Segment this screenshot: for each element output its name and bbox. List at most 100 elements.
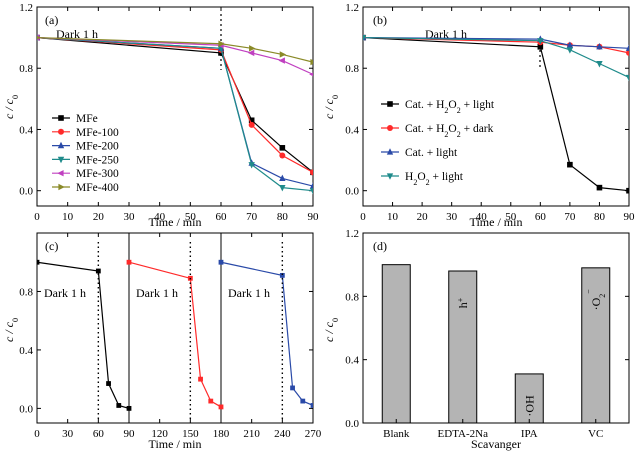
x-tick-label: 120 xyxy=(151,428,168,440)
data-point xyxy=(300,398,306,404)
plot-frame xyxy=(36,6,314,207)
panel-label: (d) xyxy=(373,239,387,253)
chart-panel-c: (c) 0 30 60 90 120 150 180 210 240 270 0.0 0.4 0.8 D… xyxy=(2,232,322,451)
x-tick-label: 50 xyxy=(185,211,197,223)
series-line xyxy=(37,37,313,75)
data-point xyxy=(310,403,313,408)
x-tick-label: 80 xyxy=(277,211,289,223)
data-point xyxy=(126,405,132,411)
data-point xyxy=(309,188,313,195)
legend-label: MFe-100 xyxy=(76,127,119,139)
data-point xyxy=(625,44,629,51)
data-point xyxy=(626,187,629,194)
data-point xyxy=(198,376,203,382)
y-axis-label: c / c0 xyxy=(2,95,20,119)
annotation-dark: Dark 1 h xyxy=(425,27,467,41)
annotation-dark: Dark 1 h xyxy=(44,286,86,300)
y-tick-label: 0.0 xyxy=(19,186,33,198)
data-point xyxy=(37,35,41,40)
x-tick-label: 0 xyxy=(360,211,366,223)
panel-label: (a) xyxy=(45,13,58,27)
data-point xyxy=(309,72,313,77)
y-tick-label: 0.0 xyxy=(19,403,33,415)
series-line xyxy=(220,261,313,407)
y-tick-label: 0.8 xyxy=(345,291,359,303)
x-tick-label: 70 xyxy=(564,211,576,223)
y-axis-label: c / c0 xyxy=(322,95,340,119)
x-axis-label: Time / min xyxy=(470,215,523,229)
data-point xyxy=(57,141,65,149)
y-tick-label: 0.4 xyxy=(345,124,359,136)
y-axis-label: c / c0 xyxy=(2,318,20,342)
x-tick-label: 60 xyxy=(216,211,228,223)
y-tick-label: 0.8 xyxy=(19,63,33,75)
data-point xyxy=(279,272,285,278)
x-tick-label: 30 xyxy=(62,428,74,440)
data-point xyxy=(310,58,313,66)
x-tick-label: 90 xyxy=(308,211,320,223)
data-point xyxy=(387,125,393,131)
x-tick-label: 40 xyxy=(476,211,488,223)
legend-label: H2O2 + light xyxy=(405,171,464,187)
data-point xyxy=(596,184,603,191)
annotation-dark: Dark 1 h xyxy=(228,286,270,300)
legend-label: Cat. + H2O2 + light xyxy=(405,99,495,115)
data-point xyxy=(387,101,393,107)
x-tick-label: 10 xyxy=(62,211,74,223)
data-point xyxy=(290,385,295,391)
data-point xyxy=(386,148,394,155)
panel-label: (c) xyxy=(45,239,58,253)
x-tick-label: 240 xyxy=(274,428,291,440)
data-point xyxy=(567,161,573,168)
data-point xyxy=(218,404,224,410)
x-tick-label: 210 xyxy=(243,428,260,440)
data-point xyxy=(106,381,111,386)
y-tick-label: 0.4 xyxy=(19,345,33,357)
series-line xyxy=(363,37,629,192)
data-point xyxy=(126,259,132,265)
data-point xyxy=(279,174,286,182)
x-tick-label: 90 xyxy=(124,428,136,440)
x-tick-label: 20 xyxy=(417,211,429,223)
data-point xyxy=(58,115,64,121)
y-tick-label: 0.8 xyxy=(345,63,359,75)
data-point xyxy=(218,40,225,47)
x-tick-label: 60 xyxy=(93,428,105,440)
bar-label: ·O2− xyxy=(584,289,607,311)
data-point xyxy=(363,35,367,42)
x-tick-label: 0 xyxy=(34,211,40,223)
legend-label: Cat. + light xyxy=(405,147,458,159)
data-point xyxy=(596,43,603,50)
y-tick-label: 0.0 xyxy=(345,186,359,198)
bar xyxy=(381,264,411,424)
x-tick-label: 90 xyxy=(624,211,636,223)
x-axis-label: Scavanger xyxy=(471,437,521,451)
chart-panel-b: (b) Dark 1 h 0 10 20 30 40 50 60 70 80 90 0.0 0.4 0.… xyxy=(322,2,635,229)
legend-label: MFe-400 xyxy=(76,182,119,194)
x-tick-label: 10 xyxy=(387,211,399,223)
plot-frame xyxy=(36,232,314,424)
bar-label: h+ xyxy=(455,297,470,308)
y-tick-label: 0.4 xyxy=(345,355,359,367)
data-point xyxy=(309,182,313,189)
data-point xyxy=(386,173,394,180)
y-tick-label: 0.4 xyxy=(19,124,33,136)
y-tick-label: 1.2 xyxy=(19,2,33,14)
legend-label: MFe-300 xyxy=(76,168,119,180)
data-point xyxy=(208,398,214,404)
x-tick-label: IPA xyxy=(521,428,538,440)
data-point xyxy=(249,45,256,52)
series-line xyxy=(128,261,222,408)
data-point xyxy=(95,268,101,274)
data-point xyxy=(218,259,224,265)
data-point xyxy=(218,50,224,56)
data-point xyxy=(248,117,255,124)
annotation-dark: Dark 1 h xyxy=(56,27,98,41)
panel-label: (b) xyxy=(373,13,387,27)
x-tick-label: EDTA-2Na xyxy=(438,428,489,440)
x-axis-label: Time / min xyxy=(149,215,202,229)
legend-label: Cat. + H2O2 + dark xyxy=(405,123,494,139)
x-axis-label: Time / min xyxy=(149,437,202,451)
data-point xyxy=(248,162,255,169)
